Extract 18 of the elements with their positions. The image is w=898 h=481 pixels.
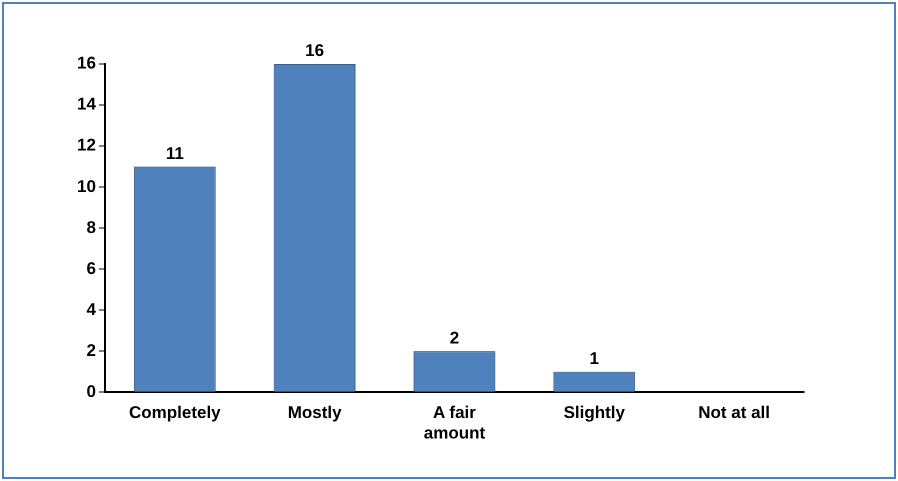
x-tick-label: Completely xyxy=(129,403,222,422)
y-tick-label: 16 xyxy=(76,54,96,73)
y-tick-label: 12 xyxy=(76,136,96,155)
y-tick-label: 8 xyxy=(86,218,96,237)
y-tick-label: 10 xyxy=(76,176,96,196)
y-tick-label: 6 xyxy=(86,258,96,278)
y-tick-label: 0 xyxy=(86,382,96,401)
data-label: 1 xyxy=(590,348,600,368)
data-label: 16 xyxy=(305,41,324,60)
x-tick-label: Slightly xyxy=(564,403,626,422)
x-tick-label: Not at all xyxy=(698,403,770,422)
x-tick-label: Mostly xyxy=(288,403,342,422)
data-label: 11 xyxy=(166,144,184,163)
data-label: 2 xyxy=(450,328,460,348)
x-tick-label: A fair amount xyxy=(424,403,486,442)
y-tick-label: 4 xyxy=(86,300,96,319)
y-tick-label: 2 xyxy=(86,340,96,360)
y-tick-label: 14 xyxy=(76,94,96,114)
